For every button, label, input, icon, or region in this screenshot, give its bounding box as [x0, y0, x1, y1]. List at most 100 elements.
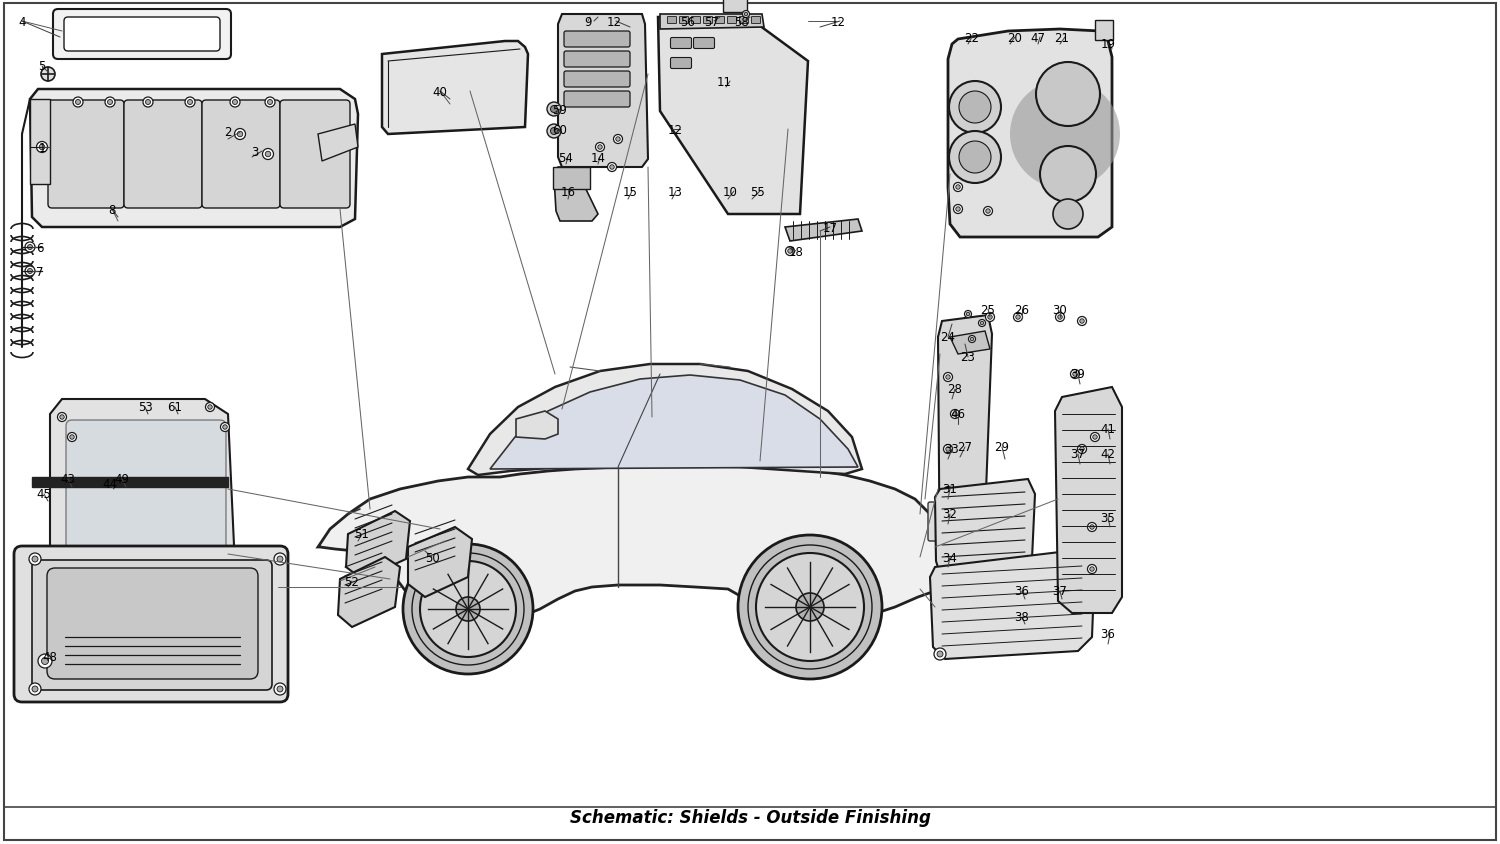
- Circle shape: [1040, 147, 1096, 203]
- Text: 29: 29: [994, 441, 1010, 454]
- Text: 6: 6: [36, 241, 44, 254]
- Circle shape: [220, 423, 230, 432]
- Text: 16: 16: [561, 186, 576, 198]
- Polygon shape: [554, 168, 590, 190]
- Circle shape: [28, 683, 40, 695]
- Circle shape: [597, 145, 602, 150]
- Text: 19: 19: [1101, 39, 1116, 51]
- Polygon shape: [346, 511, 410, 579]
- Text: 30: 30: [1053, 303, 1068, 316]
- FancyBboxPatch shape: [670, 39, 692, 50]
- Text: 1: 1: [39, 141, 46, 154]
- Text: 45: 45: [36, 488, 51, 500]
- Circle shape: [206, 403, 214, 412]
- Circle shape: [934, 648, 946, 660]
- Polygon shape: [950, 332, 990, 354]
- Text: 21: 21: [1054, 31, 1070, 45]
- Circle shape: [278, 556, 284, 562]
- Text: 52: 52: [345, 575, 360, 587]
- Text: 7: 7: [36, 265, 44, 279]
- Circle shape: [944, 373, 952, 382]
- Text: 4: 4: [18, 15, 26, 29]
- Text: 3: 3: [252, 145, 258, 159]
- Text: 5: 5: [39, 61, 45, 73]
- FancyBboxPatch shape: [48, 101, 124, 208]
- Polygon shape: [50, 399, 236, 577]
- Circle shape: [944, 445, 952, 454]
- Circle shape: [60, 559, 64, 564]
- Circle shape: [142, 98, 153, 108]
- Circle shape: [951, 410, 960, 419]
- Circle shape: [969, 336, 975, 344]
- Circle shape: [944, 487, 952, 496]
- Polygon shape: [938, 316, 992, 604]
- FancyBboxPatch shape: [53, 10, 231, 60]
- Text: 53: 53: [138, 401, 153, 414]
- Text: 22: 22: [964, 31, 980, 45]
- Circle shape: [945, 577, 950, 582]
- Text: 46: 46: [951, 408, 966, 421]
- Circle shape: [950, 132, 1000, 184]
- Text: 28: 28: [948, 383, 963, 396]
- Circle shape: [954, 535, 958, 539]
- Text: 57: 57: [705, 15, 720, 29]
- FancyBboxPatch shape: [13, 546, 288, 702]
- Text: 14: 14: [591, 151, 606, 165]
- Polygon shape: [554, 168, 598, 222]
- Text: 44: 44: [102, 478, 117, 491]
- Text: 2: 2: [225, 127, 232, 139]
- Circle shape: [262, 149, 273, 160]
- Polygon shape: [948, 30, 1112, 238]
- Circle shape: [1080, 447, 1084, 452]
- Text: 51: 51: [354, 528, 369, 541]
- Text: 13: 13: [668, 186, 682, 198]
- Circle shape: [954, 205, 963, 214]
- FancyBboxPatch shape: [564, 72, 630, 88]
- Circle shape: [266, 152, 272, 158]
- Circle shape: [224, 425, 228, 430]
- Text: 42: 42: [1101, 448, 1116, 461]
- Circle shape: [796, 593, 824, 621]
- Circle shape: [1090, 433, 1100, 442]
- Text: Schematic: Shields - Outside Finishing: Schematic: Shields - Outside Finishing: [570, 808, 930, 826]
- Text: 49: 49: [114, 473, 129, 486]
- Circle shape: [1080, 319, 1084, 324]
- Text: 23: 23: [960, 351, 975, 364]
- FancyBboxPatch shape: [66, 420, 226, 557]
- Text: 15: 15: [622, 186, 638, 198]
- Text: 12: 12: [606, 15, 621, 29]
- Circle shape: [1077, 317, 1086, 326]
- Circle shape: [108, 100, 112, 106]
- Circle shape: [27, 269, 33, 274]
- Circle shape: [596, 143, 604, 152]
- FancyBboxPatch shape: [668, 18, 676, 24]
- Polygon shape: [490, 376, 858, 469]
- Circle shape: [954, 183, 963, 192]
- Circle shape: [608, 163, 616, 172]
- Circle shape: [274, 554, 286, 565]
- Polygon shape: [30, 100, 50, 185]
- FancyBboxPatch shape: [740, 18, 748, 24]
- Text: 50: 50: [424, 551, 439, 564]
- Circle shape: [548, 103, 561, 116]
- Text: 9: 9: [584, 15, 591, 29]
- FancyBboxPatch shape: [202, 101, 280, 208]
- FancyBboxPatch shape: [928, 502, 946, 541]
- Circle shape: [39, 145, 45, 150]
- FancyBboxPatch shape: [124, 101, 202, 208]
- Circle shape: [1036, 63, 1100, 127]
- FancyBboxPatch shape: [1095, 21, 1113, 41]
- Circle shape: [60, 415, 64, 419]
- FancyBboxPatch shape: [670, 58, 692, 69]
- FancyBboxPatch shape: [64, 18, 220, 52]
- Text: 12: 12: [831, 15, 846, 29]
- Circle shape: [232, 100, 237, 106]
- Circle shape: [738, 535, 882, 679]
- Circle shape: [420, 561, 516, 657]
- Circle shape: [786, 247, 795, 257]
- Polygon shape: [32, 478, 228, 488]
- Circle shape: [267, 100, 273, 106]
- Circle shape: [1016, 316, 1020, 320]
- Circle shape: [188, 100, 192, 106]
- Polygon shape: [468, 365, 862, 475]
